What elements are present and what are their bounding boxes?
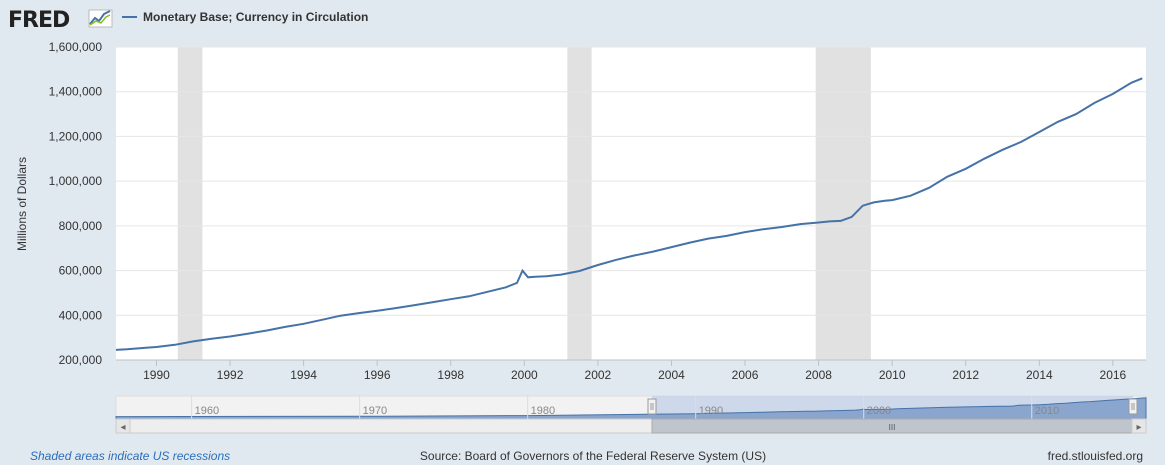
recession-band bbox=[177, 47, 203, 360]
x-tick-label: 1992 bbox=[217, 368, 244, 382]
x-tick-label: 2016 bbox=[1100, 368, 1127, 382]
navigator-right-handle[interactable] bbox=[1128, 398, 1138, 415]
x-tick-label: 2012 bbox=[952, 368, 979, 382]
x-tick-label: 2000 bbox=[511, 368, 538, 382]
navigator-series bbox=[115, 397, 1147, 420]
scroll-right-icon: ▸ bbox=[1136, 422, 1141, 433]
plot-area bbox=[116, 47, 1146, 360]
recession-note: Shaded areas indicate US recessions bbox=[30, 449, 230, 463]
navigator-year-label: 1970 bbox=[363, 405, 387, 417]
y-tick-label: 600,000 bbox=[59, 264, 103, 278]
x-tick-label: 1998 bbox=[437, 368, 464, 382]
navigator-year-label: 1960 bbox=[195, 405, 219, 417]
source-text: Source: Board of Governors of the Federa… bbox=[420, 449, 766, 463]
x-axis: 1990 1992 1994 1996 1998 2000 2002 2004 2006 2008… bbox=[116, 359, 1146, 382]
navigator-year-label: 1990 bbox=[699, 405, 723, 417]
x-tick-label: 2010 bbox=[879, 368, 906, 382]
navigator-year-label: 2000 bbox=[867, 405, 891, 417]
navigator-year-label: 1980 bbox=[531, 405, 555, 417]
y-tick-label: 1,000,000 bbox=[49, 174, 103, 188]
line-graph-icon bbox=[88, 9, 113, 28]
scroll-left-icon: ◂ bbox=[120, 422, 125, 433]
x-tick-label: 1994 bbox=[290, 368, 317, 382]
recession-shading bbox=[177, 47, 871, 360]
y-tick-label: 1,400,000 bbox=[49, 85, 103, 99]
navigator[interactable]: 1960 1970 1980 1990 2000 2010 bbox=[115, 395, 1147, 420]
x-tick-label: 2014 bbox=[1026, 368, 1053, 382]
x-tick-label: 2006 bbox=[732, 368, 759, 382]
y-axis: 200,000 400,000 600,000 800,000 1,000,000 1,2… bbox=[49, 40, 103, 367]
fred-logo-text: FRED bbox=[8, 8, 70, 33]
navigator-left-handle[interactable] bbox=[647, 398, 657, 415]
y-tick-label: 1,200,000 bbox=[49, 129, 103, 143]
x-tick-label: 1990 bbox=[143, 368, 170, 382]
y-tick-label: 1,600,000 bbox=[49, 40, 103, 54]
fred-logo[interactable]: FRED bbox=[8, 8, 113, 33]
navigator-year-label: 2010 bbox=[1035, 405, 1059, 417]
y-tick-label: 200,000 bbox=[59, 353, 103, 367]
navigator-year-labels: 1960 1970 1980 1990 2000 2010 bbox=[191, 396, 1059, 419]
y-tick-label: 800,000 bbox=[59, 219, 103, 233]
x-tick-label: 2008 bbox=[805, 368, 832, 382]
scroll-right-button[interactable]: ▸ bbox=[1131, 418, 1147, 434]
recession-band bbox=[567, 47, 592, 360]
scrollbar-grip-icon: III bbox=[889, 423, 896, 432]
x-tick-label: 2004 bbox=[658, 368, 685, 382]
series-title: Monetary Base; Currency in Circulation bbox=[143, 10, 368, 24]
scrollbar[interactable]: ◂ III ▸ bbox=[115, 418, 1147, 434]
scroll-left-button[interactable]: ◂ bbox=[115, 418, 131, 434]
recession-band bbox=[815, 47, 871, 360]
x-tick-label: 2002 bbox=[585, 368, 612, 382]
y-axis-label: Millions of Dollars bbox=[15, 157, 29, 251]
series-line[interactable] bbox=[115, 77, 1143, 351]
y-tick-label: 400,000 bbox=[59, 308, 103, 322]
site-link[interactable]: fred.stlouisfed.org bbox=[1048, 449, 1143, 463]
x-tick-label: 1996 bbox=[364, 368, 391, 382]
